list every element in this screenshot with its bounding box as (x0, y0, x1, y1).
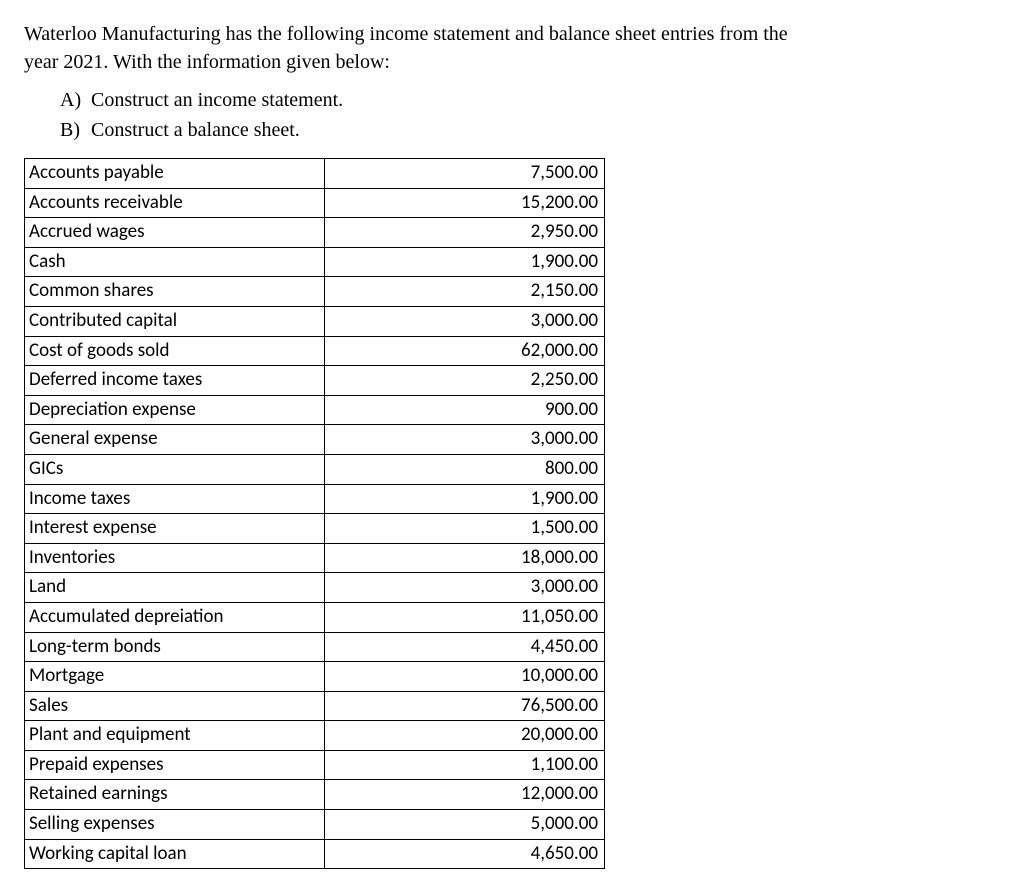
account-value: 3,000.00 (325, 425, 605, 455)
table-row: Cost of goods sold62,000.00 (25, 336, 605, 366)
account-value: 2,150.00 (325, 277, 605, 307)
account-value: 15,200.00 (325, 188, 605, 218)
account-label: Income taxes (25, 484, 325, 514)
account-value: 62,000.00 (325, 336, 605, 366)
account-label: Land (25, 573, 325, 603)
account-label: Selling expenses (25, 810, 325, 840)
table-row: Accumulated depreiation11,050.00 (25, 602, 605, 632)
account-label: Accounts payable (25, 159, 325, 189)
table-row: Land3,000.00 (25, 573, 605, 603)
account-label: Retained earnings (25, 780, 325, 810)
account-value: 2,950.00 (325, 218, 605, 248)
account-label: Accounts receivable (25, 188, 325, 218)
account-label: Accumulated depreiation (25, 602, 325, 632)
question-b-text: Construct a balance sheet. (91, 119, 300, 141)
table-row: Retained earnings12,000.00 (25, 780, 605, 810)
account-label: Interest expense (25, 514, 325, 544)
account-label: Plant and equipment (25, 721, 325, 751)
account-value: 10,000.00 (325, 662, 605, 692)
account-value: 1,900.00 (325, 247, 605, 277)
table-row: Depreciation expense900.00 (25, 395, 605, 425)
account-value: 1,100.00 (325, 750, 605, 780)
question-a-label: A) (60, 86, 86, 114)
account-label: Accrued wages (25, 218, 325, 248)
account-value: 800.00 (325, 454, 605, 484)
question-a: A) Construct an income statement. (60, 86, 988, 114)
table-row: Inventories18,000.00 (25, 543, 605, 573)
account-value: 3,000.00 (325, 306, 605, 336)
account-value: 4,650.00 (325, 839, 605, 869)
intro-line-2: year 2021. With the information given be… (24, 51, 390, 73)
account-value: 1,500.00 (325, 514, 605, 544)
question-a-text: Construct an income statement. (91, 89, 343, 111)
account-value: 76,500.00 (325, 691, 605, 721)
table-row: Plant and equipment20,000.00 (25, 721, 605, 751)
account-value: 18,000.00 (325, 543, 605, 573)
account-label: Contributed capital (25, 306, 325, 336)
table-row: Contributed capital3,000.00 (25, 306, 605, 336)
question-b: B) Construct a balance sheet. (60, 116, 988, 144)
accounts-table-body: Accounts payable7,500.00Accounts receiva… (25, 159, 605, 869)
account-value: 20,000.00 (325, 721, 605, 751)
account-label: Cost of goods sold (25, 336, 325, 366)
account-value: 5,000.00 (325, 810, 605, 840)
account-value: 7,500.00 (325, 159, 605, 189)
account-value: 1,900.00 (325, 484, 605, 514)
intro-line-1: Waterloo Manufacturing has the following… (24, 23, 788, 45)
account-label: Long-term bonds (25, 632, 325, 662)
table-row: Interest expense1,500.00 (25, 514, 605, 544)
table-row: Income taxes1,900.00 (25, 484, 605, 514)
account-label: Sales (25, 691, 325, 721)
table-row: Cash1,900.00 (25, 247, 605, 277)
question-b-label: B) (60, 116, 86, 144)
account-label: Prepaid expenses (25, 750, 325, 780)
table-row: Selling expenses5,000.00 (25, 810, 605, 840)
account-value: 11,050.00 (325, 602, 605, 632)
table-row: GICs800.00 (25, 454, 605, 484)
table-row: Common shares2,150.00 (25, 277, 605, 307)
table-row: Deferred income taxes2,250.00 (25, 366, 605, 396)
account-label: Cash (25, 247, 325, 277)
intro-paragraph: Waterloo Manufacturing has the following… (24, 20, 988, 76)
table-row: Accounts receivable15,200.00 (25, 188, 605, 218)
account-label: General expense (25, 425, 325, 455)
table-row: General expense3,000.00 (25, 425, 605, 455)
table-row: Long-term bonds4,450.00 (25, 632, 605, 662)
account-label: Inventories (25, 543, 325, 573)
account-value: 12,000.00 (325, 780, 605, 810)
account-label: Deferred income taxes (25, 366, 325, 396)
account-value: 4,450.00 (325, 632, 605, 662)
question-list: A) Construct an income statement. B) Con… (24, 86, 988, 144)
accounts-table: Accounts payable7,500.00Accounts receiva… (24, 158, 605, 869)
account-label: Mortgage (25, 662, 325, 692)
account-label: Depreciation expense (25, 395, 325, 425)
table-row: Prepaid expenses1,100.00 (25, 750, 605, 780)
table-row: Accrued wages2,950.00 (25, 218, 605, 248)
account-value: 3,000.00 (325, 573, 605, 603)
table-row: Mortgage10,000.00 (25, 662, 605, 692)
account-value: 2,250.00 (325, 366, 605, 396)
table-row: Sales76,500.00 (25, 691, 605, 721)
account-label: Working capital loan (25, 839, 325, 869)
account-value: 900.00 (325, 395, 605, 425)
account-label: GICs (25, 454, 325, 484)
table-row: Working capital loan4,650.00 (25, 839, 605, 869)
table-row: Accounts payable7,500.00 (25, 159, 605, 189)
account-label: Common shares (25, 277, 325, 307)
